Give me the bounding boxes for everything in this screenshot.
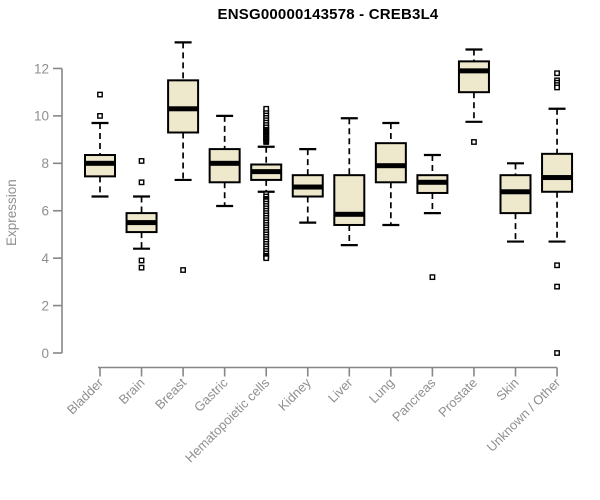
box-liver [333, 174, 366, 226]
x-category-label: Skin [493, 375, 521, 403]
median-line [542, 175, 573, 181]
x-category-label: Lung [366, 375, 397, 406]
outlier-point [554, 350, 560, 356]
y-tick-label: 8 [41, 156, 49, 171]
x-category-label: Breast [152, 375, 189, 412]
outlier-point [554, 70, 560, 77]
y-tick-label: 6 [41, 204, 49, 219]
outlier-point [138, 158, 145, 164]
y-tick-label: 2 [41, 298, 49, 313]
median-line [168, 106, 199, 112]
outlier-point [429, 274, 436, 281]
x-category-label: Gastric [191, 375, 231, 415]
outlier-point [554, 262, 560, 269]
outlier-point [263, 105, 270, 112]
chart-title: ENSG00000143578 - CREB3L4 [217, 6, 439, 23]
median-line [292, 184, 323, 190]
median-line [126, 220, 157, 226]
box-unknown-other [541, 152, 574, 193]
median-line [500, 189, 531, 195]
y-tick-label: 4 [41, 251, 49, 266]
median-line [251, 169, 282, 175]
outlier-point [138, 257, 145, 264]
box-prostate [457, 60, 490, 94]
median-line [334, 211, 365, 217]
x-category-label: Pancreas [389, 375, 439, 425]
outlier-point [97, 91, 103, 98]
median-line [375, 163, 406, 169]
x-category-label: Kidney [275, 375, 314, 414]
y-tick-label: 10 [34, 109, 49, 124]
x-category-label: Brain [116, 375, 148, 407]
outlier-point [554, 283, 560, 290]
median-line [458, 68, 489, 74]
x-category-label: Prostate [435, 375, 480, 420]
median-line [209, 160, 240, 166]
outlier-point [554, 84, 560, 91]
outlier-point [263, 255, 270, 262]
outlier-point [138, 264, 145, 271]
outlier-point [97, 112, 103, 119]
outlier-point [138, 179, 145, 186]
outlier-point [471, 139, 477, 145]
median-line [85, 160, 115, 166]
box-lung [374, 142, 407, 184]
x-category-label: Bladder [64, 375, 107, 418]
y-tick-label: 12 [34, 61, 49, 76]
x-category-label: Unknown / Other [484, 375, 564, 455]
x-category-label: Liver [325, 375, 356, 406]
outlier-point [180, 267, 186, 273]
y-tick-label: 0 [41, 346, 49, 361]
median-line [417, 179, 448, 185]
